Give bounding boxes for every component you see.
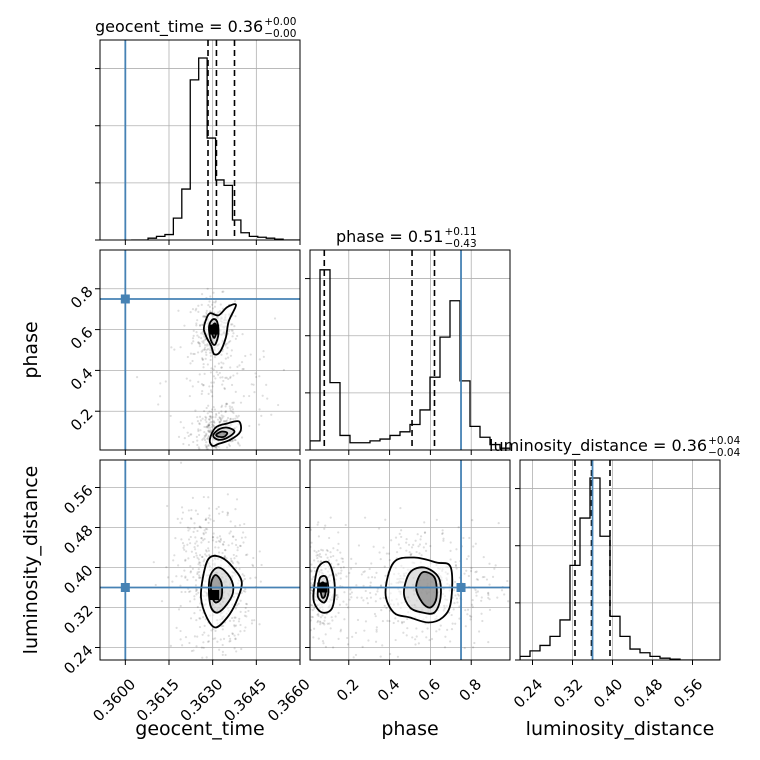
title-plus-phase: +0.11	[444, 226, 476, 238]
y-axis-label-phase: phase	[20, 321, 42, 378]
x-axis-label-phase: phase	[381, 718, 438, 740]
x-tick-label-luminosity_distance: 0.32	[550, 675, 586, 711]
x-tick-label-geocent_time: 0.3660	[264, 675, 314, 725]
title-minus-phase: −0.43	[444, 238, 476, 250]
x-axis-label-luminosity_distance: luminosity_distance	[526, 718, 715, 740]
panel-geocent_time-vs-phase	[100, 250, 300, 450]
histogram-luminosity_distance	[520, 477, 720, 660]
title-luminosity_distance: luminosity_distance = 0.36 +0.04−0.04	[489, 435, 741, 459]
y-tick-label-luminosity_distance: 0.40	[60, 561, 96, 597]
truth-marker	[120, 583, 130, 592]
x-tick-label-phase: 0.8	[455, 675, 485, 705]
title-plus-geocent_time: +0.00	[264, 16, 296, 28]
density-peak	[209, 590, 220, 600]
histogram-phase	[310, 269, 510, 450]
density-peak	[209, 324, 220, 335]
axes-frame	[99, 459, 301, 661]
title-value-luminosity_distance: luminosity_distance = 0.36	[489, 436, 707, 456]
contour-6	[415, 571, 438, 609]
truth-marker	[456, 583, 466, 592]
axes-frame	[309, 249, 511, 451]
y-tick-label-phase: 0.2	[67, 405, 97, 435]
axes-frame	[309, 459, 511, 661]
title-value-geocent_time: geocent_time = 0.36	[95, 17, 263, 37]
title-geocent_time: geocent_time = 0.36 +0.00−0.00	[95, 16, 296, 40]
y-tick-label-luminosity_distance: 0.32	[60, 601, 96, 637]
axes-frame	[519, 459, 721, 661]
x-tick-label-luminosity_distance: 0.40	[590, 675, 626, 711]
axes-frame	[99, 39, 301, 241]
x-tick-label-phase: 0.6	[415, 675, 445, 705]
x-axis-label-geocent_time: geocent_time	[135, 718, 264, 740]
title-minus-geocent_time: −0.00	[264, 28, 296, 40]
x-tick-label-phase: 0.4	[374, 675, 404, 705]
axes-frame	[99, 249, 301, 451]
title-value-phase: phase = 0.51	[336, 227, 443, 246]
y-tick-label-luminosity_distance: 0.48	[60, 521, 96, 557]
x-tick-label-luminosity_distance: 0.56	[670, 675, 706, 711]
panel-phase-vs-luminosity_distance	[310, 460, 510, 660]
y-tick-label-phase: 0.6	[67, 323, 97, 353]
y-axis-label-luminosity_distance: luminosity_distance	[20, 466, 42, 655]
panel-geocent_time-vs-luminosity_distance	[100, 460, 300, 660]
y-tick-label-phase: 0.4	[67, 364, 97, 394]
contour-6	[215, 430, 229, 439]
x-tick-label-geocent_time: 0.3600	[89, 675, 139, 725]
title-minus-luminosity_distance: −0.04	[708, 447, 740, 459]
y-tick-label-luminosity_distance: 0.56	[60, 481, 96, 517]
title-phase: phase = 0.51 +0.11−0.43	[336, 226, 477, 250]
x-tick-label-luminosity_distance: 0.24	[510, 675, 546, 711]
truth-marker	[120, 294, 130, 304]
y-tick-label-luminosity_distance: 0.24	[60, 641, 96, 677]
title-plus-luminosity_distance: +0.04	[708, 435, 740, 447]
x-tick-label-phase: 0.2	[333, 675, 363, 705]
histogram-geocent_time	[131, 57, 300, 240]
y-tick-label-phase: 0.8	[67, 283, 97, 313]
x-tick-label-luminosity_distance: 0.48	[630, 675, 666, 711]
